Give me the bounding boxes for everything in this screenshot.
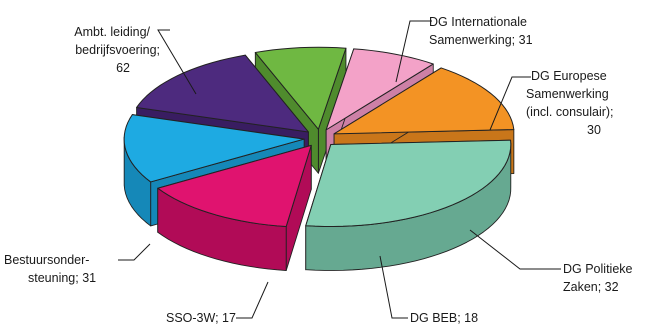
slice-label-2-line-0: DG Politieke xyxy=(563,262,633,276)
slice-label-6-line-0: Ambt. leiding/ xyxy=(74,25,150,39)
slice-top-3 xyxy=(254,46,347,130)
slice-top-1 xyxy=(123,114,305,183)
slice-label-5-line-0: Bestuursonder- xyxy=(4,253,89,267)
leader-line-3 xyxy=(379,255,408,319)
slice-label-5-line-1: steuning; 31 xyxy=(28,271,96,285)
slice-sides xyxy=(123,46,515,272)
leader-line-0 xyxy=(395,20,432,83)
slice-side-6 xyxy=(305,139,512,271)
slice-top-0 xyxy=(157,144,312,228)
slice-label-0-line-1: Samenwerking; 31 xyxy=(429,33,533,47)
leader-lines xyxy=(118,20,561,319)
slice-label-6-line-1: bedrijfsvoering; xyxy=(75,43,160,57)
slice-label-2-line-1: Zaken; 32 xyxy=(563,280,619,294)
leader-line-2 xyxy=(469,229,561,270)
leader-line-1 xyxy=(489,76,531,131)
slice-label-1-line-0: DG Europese xyxy=(531,69,607,83)
slice-label-1-line-2: (incl. consulair); xyxy=(526,105,614,119)
slice-side-0 xyxy=(157,144,312,272)
slice-label-1-line-3: 30 xyxy=(587,123,601,137)
leader-line-5 xyxy=(118,243,151,261)
slice-label-0-line-0: DG Internationale xyxy=(429,15,527,29)
slice-label-4-line-0: SSO-3W; 17 xyxy=(166,311,236,325)
slice-labels: DG Internationale Samenwerking; 31 DG Euro… xyxy=(4,15,633,325)
slice-label-6-line-2: 62 xyxy=(116,61,130,75)
leader-line-6 xyxy=(157,29,197,95)
leader-line-4 xyxy=(236,281,269,319)
slice-top-6 xyxy=(305,139,512,227)
slice-top-2 xyxy=(136,54,309,133)
slice-label-3-line-0: DG BEB; 18 xyxy=(410,311,478,325)
slice-label-1-line-1: Samenwerking xyxy=(526,87,609,101)
slice-top-5 xyxy=(333,67,515,135)
slice-top-4 xyxy=(325,48,434,131)
